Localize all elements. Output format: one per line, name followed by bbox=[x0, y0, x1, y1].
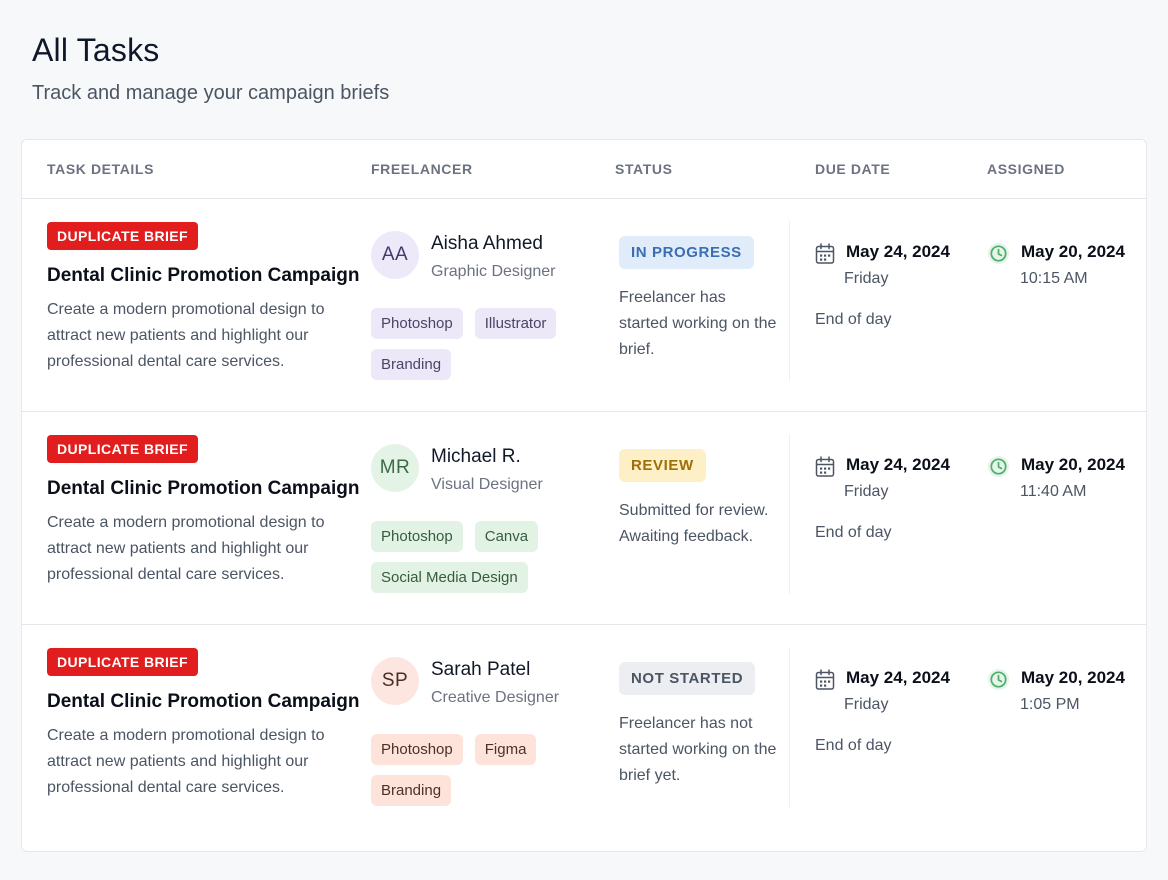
due-day: Friday bbox=[844, 270, 889, 287]
page-subtitle: Track and manage your campaign briefs bbox=[32, 82, 390, 104]
due-note: End of day bbox=[815, 524, 892, 541]
column-divider bbox=[789, 647, 790, 807]
status-badge: NOT STARTED bbox=[619, 662, 756, 695]
assigned-time: 10:15 AM bbox=[1020, 270, 1088, 287]
skill-tag: Branding bbox=[371, 349, 452, 380]
table-header: TASK DETAILS FREELANCER STATUS DUE DATE … bbox=[22, 140, 1146, 199]
skill-tag: Figma bbox=[474, 734, 537, 765]
status-description: Freelancer has started working on the br… bbox=[619, 289, 777, 358]
skill-tags: Photoshop Canva Social Media Design bbox=[371, 521, 591, 593]
status-description: Submitted for review. Awaiting feedback. bbox=[619, 502, 769, 545]
assigned-date: May 20, 2024 bbox=[1021, 455, 1125, 474]
assigned-date: May 20, 2024 bbox=[1021, 242, 1125, 261]
freelancer-role: Creative Designer bbox=[431, 689, 560, 706]
table-row[interactable]: DUPLICATE BRIEF Dental Clinic Promotion … bbox=[22, 412, 1146, 625]
table-row[interactable]: DUPLICATE BRIEF Dental Clinic Promotion … bbox=[22, 625, 1146, 838]
skill-tag: Photoshop bbox=[371, 308, 463, 339]
task-title[interactable]: Dental Clinic Promotion Campaign bbox=[47, 265, 360, 286]
freelancer-role: Graphic Designer bbox=[431, 263, 556, 280]
due-note: End of day bbox=[815, 311, 892, 328]
duplicate-brief-badge: DUPLICATE BRIEF bbox=[47, 435, 198, 463]
due-day: Friday bbox=[844, 696, 889, 713]
assigned-time: 11:40 AM bbox=[1020, 483, 1087, 500]
skill-tag: Canva bbox=[474, 521, 539, 552]
column-divider bbox=[789, 221, 790, 381]
column-header-freelancer[interactable]: FREELANCER bbox=[371, 161, 473, 177]
calendar-icon bbox=[815, 243, 835, 264]
avatar: MR bbox=[371, 444, 419, 492]
column-header-assigned[interactable]: ASSIGNED bbox=[987, 161, 1065, 177]
assigned-date: May 20, 2024 bbox=[1021, 668, 1125, 687]
duplicate-brief-badge: DUPLICATE BRIEF bbox=[47, 648, 198, 676]
task-title[interactable]: Dental Clinic Promotion Campaign bbox=[47, 691, 360, 712]
duplicate-brief-badge: DUPLICATE BRIEF bbox=[47, 222, 198, 250]
clock-icon bbox=[987, 668, 1010, 691]
avatar: SP bbox=[371, 657, 419, 705]
due-day: Friday bbox=[844, 483, 889, 500]
skill-tag: Photoshop bbox=[371, 734, 463, 765]
page-title: All Tasks bbox=[32, 32, 160, 68]
due-date: May 24, 2024 bbox=[846, 455, 950, 474]
due-note: End of day bbox=[815, 737, 892, 754]
skill-tag: Illustrator bbox=[474, 308, 557, 339]
clock-icon bbox=[987, 455, 1010, 478]
column-divider bbox=[789, 434, 790, 594]
skill-tags: Photoshop Illustrator Branding bbox=[371, 308, 591, 380]
due-date: May 24, 2024 bbox=[846, 242, 950, 261]
skill-tag: Social Media Design bbox=[371, 562, 528, 593]
status-badge: REVIEW bbox=[619, 449, 706, 482]
skill-tags: Photoshop Figma Branding bbox=[371, 734, 591, 806]
status-description: Freelancer has not started working on th… bbox=[619, 715, 777, 784]
task-title[interactable]: Dental Clinic Promotion Campaign bbox=[47, 478, 360, 499]
skill-tag: Branding bbox=[371, 775, 452, 806]
column-header-due-date[interactable]: DUE DATE bbox=[815, 161, 891, 177]
calendar-icon bbox=[815, 456, 835, 477]
tasks-table: TASK DETAILS FREELANCER STATUS DUE DATE … bbox=[21, 139, 1147, 852]
assigned-time: 1:05 PM bbox=[1020, 696, 1080, 713]
freelancer-role: Visual Designer bbox=[431, 476, 543, 493]
column-header-task-details[interactable]: TASK DETAILS bbox=[47, 161, 155, 177]
avatar: AA bbox=[371, 231, 419, 279]
status-badge: IN PROGRESS bbox=[619, 236, 754, 269]
due-date: May 24, 2024 bbox=[846, 668, 950, 687]
calendar-icon bbox=[815, 669, 835, 690]
clock-icon bbox=[987, 242, 1010, 265]
task-description: Create a modern promotional design to at… bbox=[47, 301, 325, 370]
task-description: Create a modern promotional design to at… bbox=[47, 514, 325, 583]
freelancer-name[interactable]: Aisha Ahmed bbox=[431, 233, 543, 254]
table-row[interactable]: DUPLICATE BRIEF Dental Clinic Promotion … bbox=[22, 199, 1146, 412]
task-description: Create a modern promotional design to at… bbox=[47, 727, 325, 796]
column-header-status[interactable]: STATUS bbox=[615, 161, 673, 177]
freelancer-name[interactable]: Michael R. bbox=[431, 446, 521, 467]
skill-tag: Photoshop bbox=[371, 521, 463, 552]
freelancer-name[interactable]: Sarah Patel bbox=[431, 659, 531, 680]
